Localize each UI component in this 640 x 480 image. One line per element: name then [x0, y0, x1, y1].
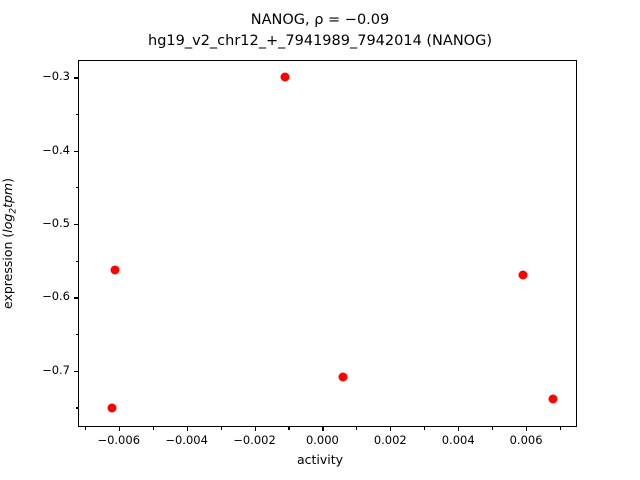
- data-point: [548, 394, 558, 404]
- x-tick-minor: [84, 427, 86, 430]
- y-tick-label: −0.7: [42, 362, 70, 377]
- x-tick-minor: [220, 427, 222, 430]
- x-tick-label: −0.002: [233, 433, 276, 447]
- y-tick-minor: [75, 334, 78, 336]
- x-tick-minor: [492, 427, 494, 430]
- x-tick-mark: [458, 427, 460, 431]
- y-tick-mark: [74, 150, 78, 152]
- y-tick-label: −0.4: [42, 142, 70, 157]
- y-tick-minor: [75, 187, 78, 189]
- x-tick-minor: [424, 427, 426, 430]
- y-tick-mark: [74, 297, 78, 299]
- x-tick-label: 0.006: [509, 433, 543, 447]
- data-point: [280, 72, 290, 82]
- data-point: [338, 372, 348, 382]
- y-tick-minor: [75, 114, 78, 116]
- chart-title-block: NANOG, ρ = −0.09 hg19_v2_chr12_+_7941989…: [0, 10, 640, 52]
- x-tick-mark: [526, 427, 528, 431]
- chart-subtitle: hg19_v2_chr12_+_7941989_7942014 (NANOG): [148, 33, 492, 49]
- y-tick-minor: [75, 407, 78, 409]
- data-point: [518, 270, 528, 280]
- y-tick-label: −0.3: [42, 69, 70, 84]
- y-tick-mark: [74, 77, 78, 79]
- x-tick-mark: [254, 427, 256, 431]
- x-tick-mark: [322, 427, 324, 431]
- x-tick-minor: [356, 427, 358, 430]
- y-tick-mark: [74, 224, 78, 226]
- data-point: [110, 265, 120, 275]
- y-tick-mark: [74, 370, 78, 372]
- x-axis-label: activity: [296, 452, 344, 467]
- x-tick-mark: [186, 427, 188, 431]
- y-tick-label: −0.5: [42, 216, 70, 231]
- x-tick-label: 0.000: [305, 433, 339, 447]
- x-tick-label: 0.002: [373, 433, 407, 447]
- x-tick-minor: [288, 427, 290, 430]
- x-tick-label: −0.006: [97, 433, 141, 447]
- x-tick-mark: [118, 427, 120, 431]
- x-tick-label: 0.004: [441, 433, 475, 447]
- data-point: [107, 403, 117, 413]
- plot-area: [78, 60, 577, 427]
- y-axis-label-text: expression (log2tpm): [0, 178, 19, 309]
- x-tick-minor: [560, 427, 562, 430]
- y-axis-label: expression (log2tpm): [0, 60, 20, 427]
- x-tick-minor: [152, 427, 154, 430]
- x-tick-label: −0.004: [165, 433, 208, 447]
- chart-title: NANOG, ρ = −0.09: [250, 12, 390, 28]
- y-tick-minor: [75, 260, 78, 262]
- y-tick-label: −0.6: [42, 289, 70, 304]
- x-tick-mark: [390, 427, 392, 431]
